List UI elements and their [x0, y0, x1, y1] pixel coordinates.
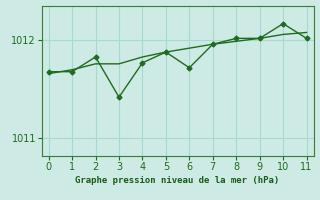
X-axis label: Graphe pression niveau de la mer (hPa): Graphe pression niveau de la mer (hPa): [76, 176, 280, 185]
